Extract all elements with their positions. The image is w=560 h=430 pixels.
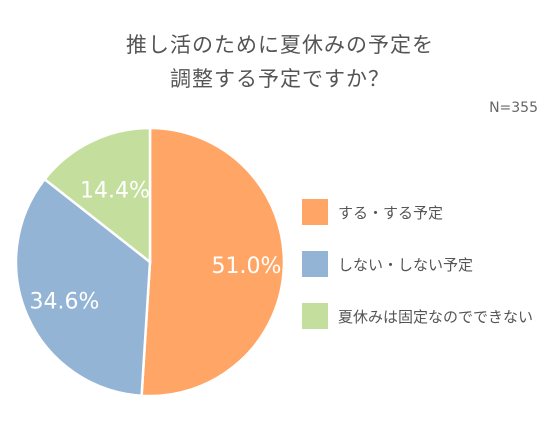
legend-label-no: しない・しない予定 bbox=[338, 255, 474, 274]
legend-swatch-no bbox=[302, 251, 328, 277]
legend-item-fixed: 夏休みは固定なのでできない bbox=[302, 302, 533, 330]
pie-label-no: 34.6% bbox=[29, 289, 99, 314]
legend-swatch-yes bbox=[302, 199, 328, 225]
pie-slice-yes bbox=[140, 126, 286, 398]
legend-item-yes: する・する予定 bbox=[302, 198, 533, 226]
pie-slice-no bbox=[14, 177, 152, 398]
chart-title-line-1: 推し活のために夏休みの予定を bbox=[126, 33, 434, 57]
legend-label-fixed: 夏休みは固定なのでできない bbox=[338, 307, 534, 326]
pie-label-yes: 51.0% bbox=[211, 254, 281, 279]
legend-label-yes: する・する予定 bbox=[338, 203, 444, 222]
sample-size-label: N=355 bbox=[489, 100, 538, 116]
legend-swatch-fixed bbox=[302, 303, 328, 329]
pie-slice-fixed bbox=[42, 126, 152, 265]
chart-title: 推し活のために夏休みの予定を 調整する予定ですか？ bbox=[0, 28, 560, 96]
pie-label-fixed: 14.4% bbox=[80, 179, 150, 204]
chart-title-line-2: 調整する予定ですか？ bbox=[170, 67, 390, 91]
legend: する・する予定 しない・しない予定 夏休みは固定なのでできない bbox=[302, 198, 533, 354]
legend-item-no: しない・しない予定 bbox=[302, 250, 533, 278]
